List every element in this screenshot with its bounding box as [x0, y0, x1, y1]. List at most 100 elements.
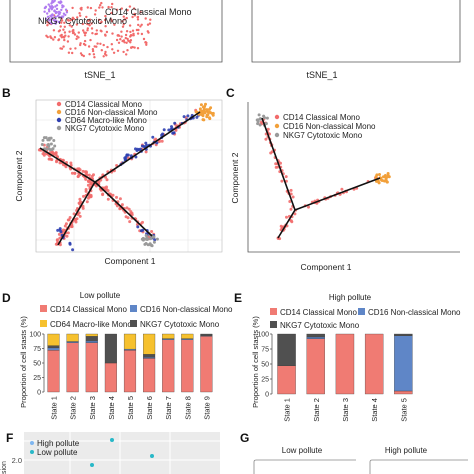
- panel-b-point-cd14: [78, 214, 82, 218]
- panel-b-point-nkg7: [47, 144, 51, 148]
- tsne-point-cd14: [63, 31, 67, 34]
- panel-c-xlabel: Component 1: [300, 262, 351, 272]
- tsne-point-cd14: [52, 38, 55, 41]
- tsne-point-nkg7: [57, 12, 61, 15]
- tsne-point-cd14: [129, 39, 133, 42]
- panel-b-point-nkg7: [152, 240, 156, 244]
- panel-b-point-cd14: [70, 171, 74, 175]
- panel-d-bar-cd16: [66, 341, 79, 343]
- tsne-point-cd14: [46, 21, 49, 24]
- panel-c-point-cd14: [340, 187, 344, 191]
- panel-e-axis: 0 25 50 75 100: [257, 332, 273, 399]
- panel-b-point-cd14: [124, 215, 128, 219]
- tsne-point-cd14: [98, 6, 101, 9]
- tsne-point-cd14: [125, 53, 128, 56]
- tsne-point-cd14: [102, 43, 105, 47]
- tsne-point-cd14: [115, 38, 119, 42]
- panel-b-point-cd14: [70, 224, 74, 228]
- tsne-point-cd14: [110, 6, 113, 9]
- panel-d-y-tick-label: 0: [37, 390, 41, 397]
- tsne-point-cd14: [123, 18, 126, 21]
- tsne-point-nkg7: [58, 15, 61, 19]
- panel-e-y-tick-label: 100: [257, 332, 269, 339]
- panel-b-frame: [35, 99, 223, 253]
- panel-d-y-tick-label: 75: [33, 346, 41, 353]
- tsne-point-nkg7: [62, 15, 65, 18]
- tsne-point-cd14: [82, 29, 85, 32]
- tsne-point-cd14: [104, 25, 107, 28]
- tsne-point-cd14: [59, 25, 62, 28]
- tsne-point-nkg7: [65, 11, 69, 14]
- panel-b-point-cd14: [58, 236, 62, 240]
- panel-d-bar-cd64: [143, 333, 156, 355]
- panel-b-point-cd16: [209, 106, 213, 110]
- tsne-point-cd14: [125, 16, 128, 20]
- tsne-point-cd14: [94, 32, 97, 36]
- legend-f-high-swatch: [30, 441, 34, 445]
- legend-d-cd64: CD64 Macro-like Mono: [50, 320, 132, 329]
- tsne-point-nkg7: [52, 0, 55, 4]
- tsne-point-cd14: [45, 34, 48, 37]
- tsne-point-nkg7: [50, 15, 53, 18]
- tsne-point-nkg7: [48, 10, 51, 13]
- tsne-point-cd14: [122, 50, 125, 54]
- panel-b-point-nkg7: [141, 238, 145, 242]
- tsne-point-cd14: [113, 23, 116, 26]
- panel-d-bar-cd14: [66, 342, 79, 393]
- panel-e-y-tick-label: 50: [261, 362, 269, 369]
- tsne-point-cd14: [133, 14, 137, 17]
- panel-b-point-cd16: [198, 107, 202, 111]
- tsne-point-cd14: [124, 36, 128, 40]
- panel-b-point-cd64: [134, 147, 137, 151]
- panel-c-point-cd14: [285, 215, 288, 219]
- tsne-point-cd14: [142, 37, 146, 41]
- panel-b-point-cd14: [73, 171, 77, 175]
- panel-label-d: D: [2, 291, 11, 305]
- tsne-point-nkg7: [49, 18, 53, 21]
- tsne-point-cd14: [110, 18, 113, 21]
- legend-b-nkg7-swatch: [56, 125, 62, 131]
- legend-c-nkg7: NKG7 Cytotoxic Mono: [283, 131, 363, 140]
- panel-b-point-cd64: [68, 242, 72, 246]
- tsne-right-frame: [251, 0, 461, 63]
- panel-d-bar-cd64: [181, 333, 194, 339]
- panel-f: F 2.0 sion High pollute Low pollute: [1, 431, 220, 474]
- panel-b-point-cd14: [81, 204, 85, 208]
- panel-d-bar-cd64: [85, 333, 98, 337]
- panel-g-frame-right: [369, 459, 468, 474]
- tsne-point-nkg7: [57, 10, 61, 13]
- panel-c-point-cd16: [386, 172, 390, 175]
- tsne-point-cd14: [91, 49, 95, 53]
- tsne-point-cd14: [86, 27, 90, 30]
- tsne-point-nkg7: [60, 0, 63, 4]
- panel-b-point-cd14: [73, 218, 77, 222]
- panel-b-point-cd14: [76, 175, 80, 179]
- tsne-point-cd14: [57, 38, 60, 42]
- legend-d-cd14-swatch: [40, 305, 47, 312]
- panel-b-point-cd14: [115, 195, 118, 199]
- panel-c-point-cd14: [266, 127, 270, 131]
- tsne-label-nkg7: NKG7 Cytotoxic Mono: [38, 16, 127, 26]
- tsne-point-cd14: [136, 15, 140, 19]
- tsne-point-cd14: [132, 7, 136, 10]
- tsne-point-cd14: [100, 1, 103, 5]
- panel-b-point-cd14: [174, 128, 178, 132]
- tsne-left-xlabel: tSNE_1: [84, 70, 115, 80]
- tsne-point-nkg7: [54, 5, 57, 8]
- panel-d-legend: CD14 Classical Mono CD16 Non-classical M…: [40, 305, 233, 329]
- tsne-point-cd14: [68, 30, 71, 33]
- panel-b-point-cd14: [118, 197, 122, 201]
- tsne-point-cd14: [91, 48, 95, 51]
- tsne-point-cd14: [101, 6, 104, 9]
- panel-b-point-cd14: [87, 173, 91, 177]
- tsne-point-cd14: [71, 16, 75, 19]
- panel-b-point-cd14: [37, 148, 41, 152]
- panel-c-point-cd16: [376, 180, 380, 183]
- panel-d: D Low pollute CD14 Classical Mono CD16 N…: [2, 291, 233, 420]
- panel-b-point-cd64: [71, 248, 75, 252]
- panel-b-point-cd64: [134, 155, 138, 159]
- panel-e-bar-nkg7: [277, 333, 296, 366]
- panel-b-point-cd64: [186, 114, 190, 118]
- panel-e-x-tick-label: State 2: [312, 398, 321, 422]
- panel-d-bar-cd14: [200, 336, 213, 393]
